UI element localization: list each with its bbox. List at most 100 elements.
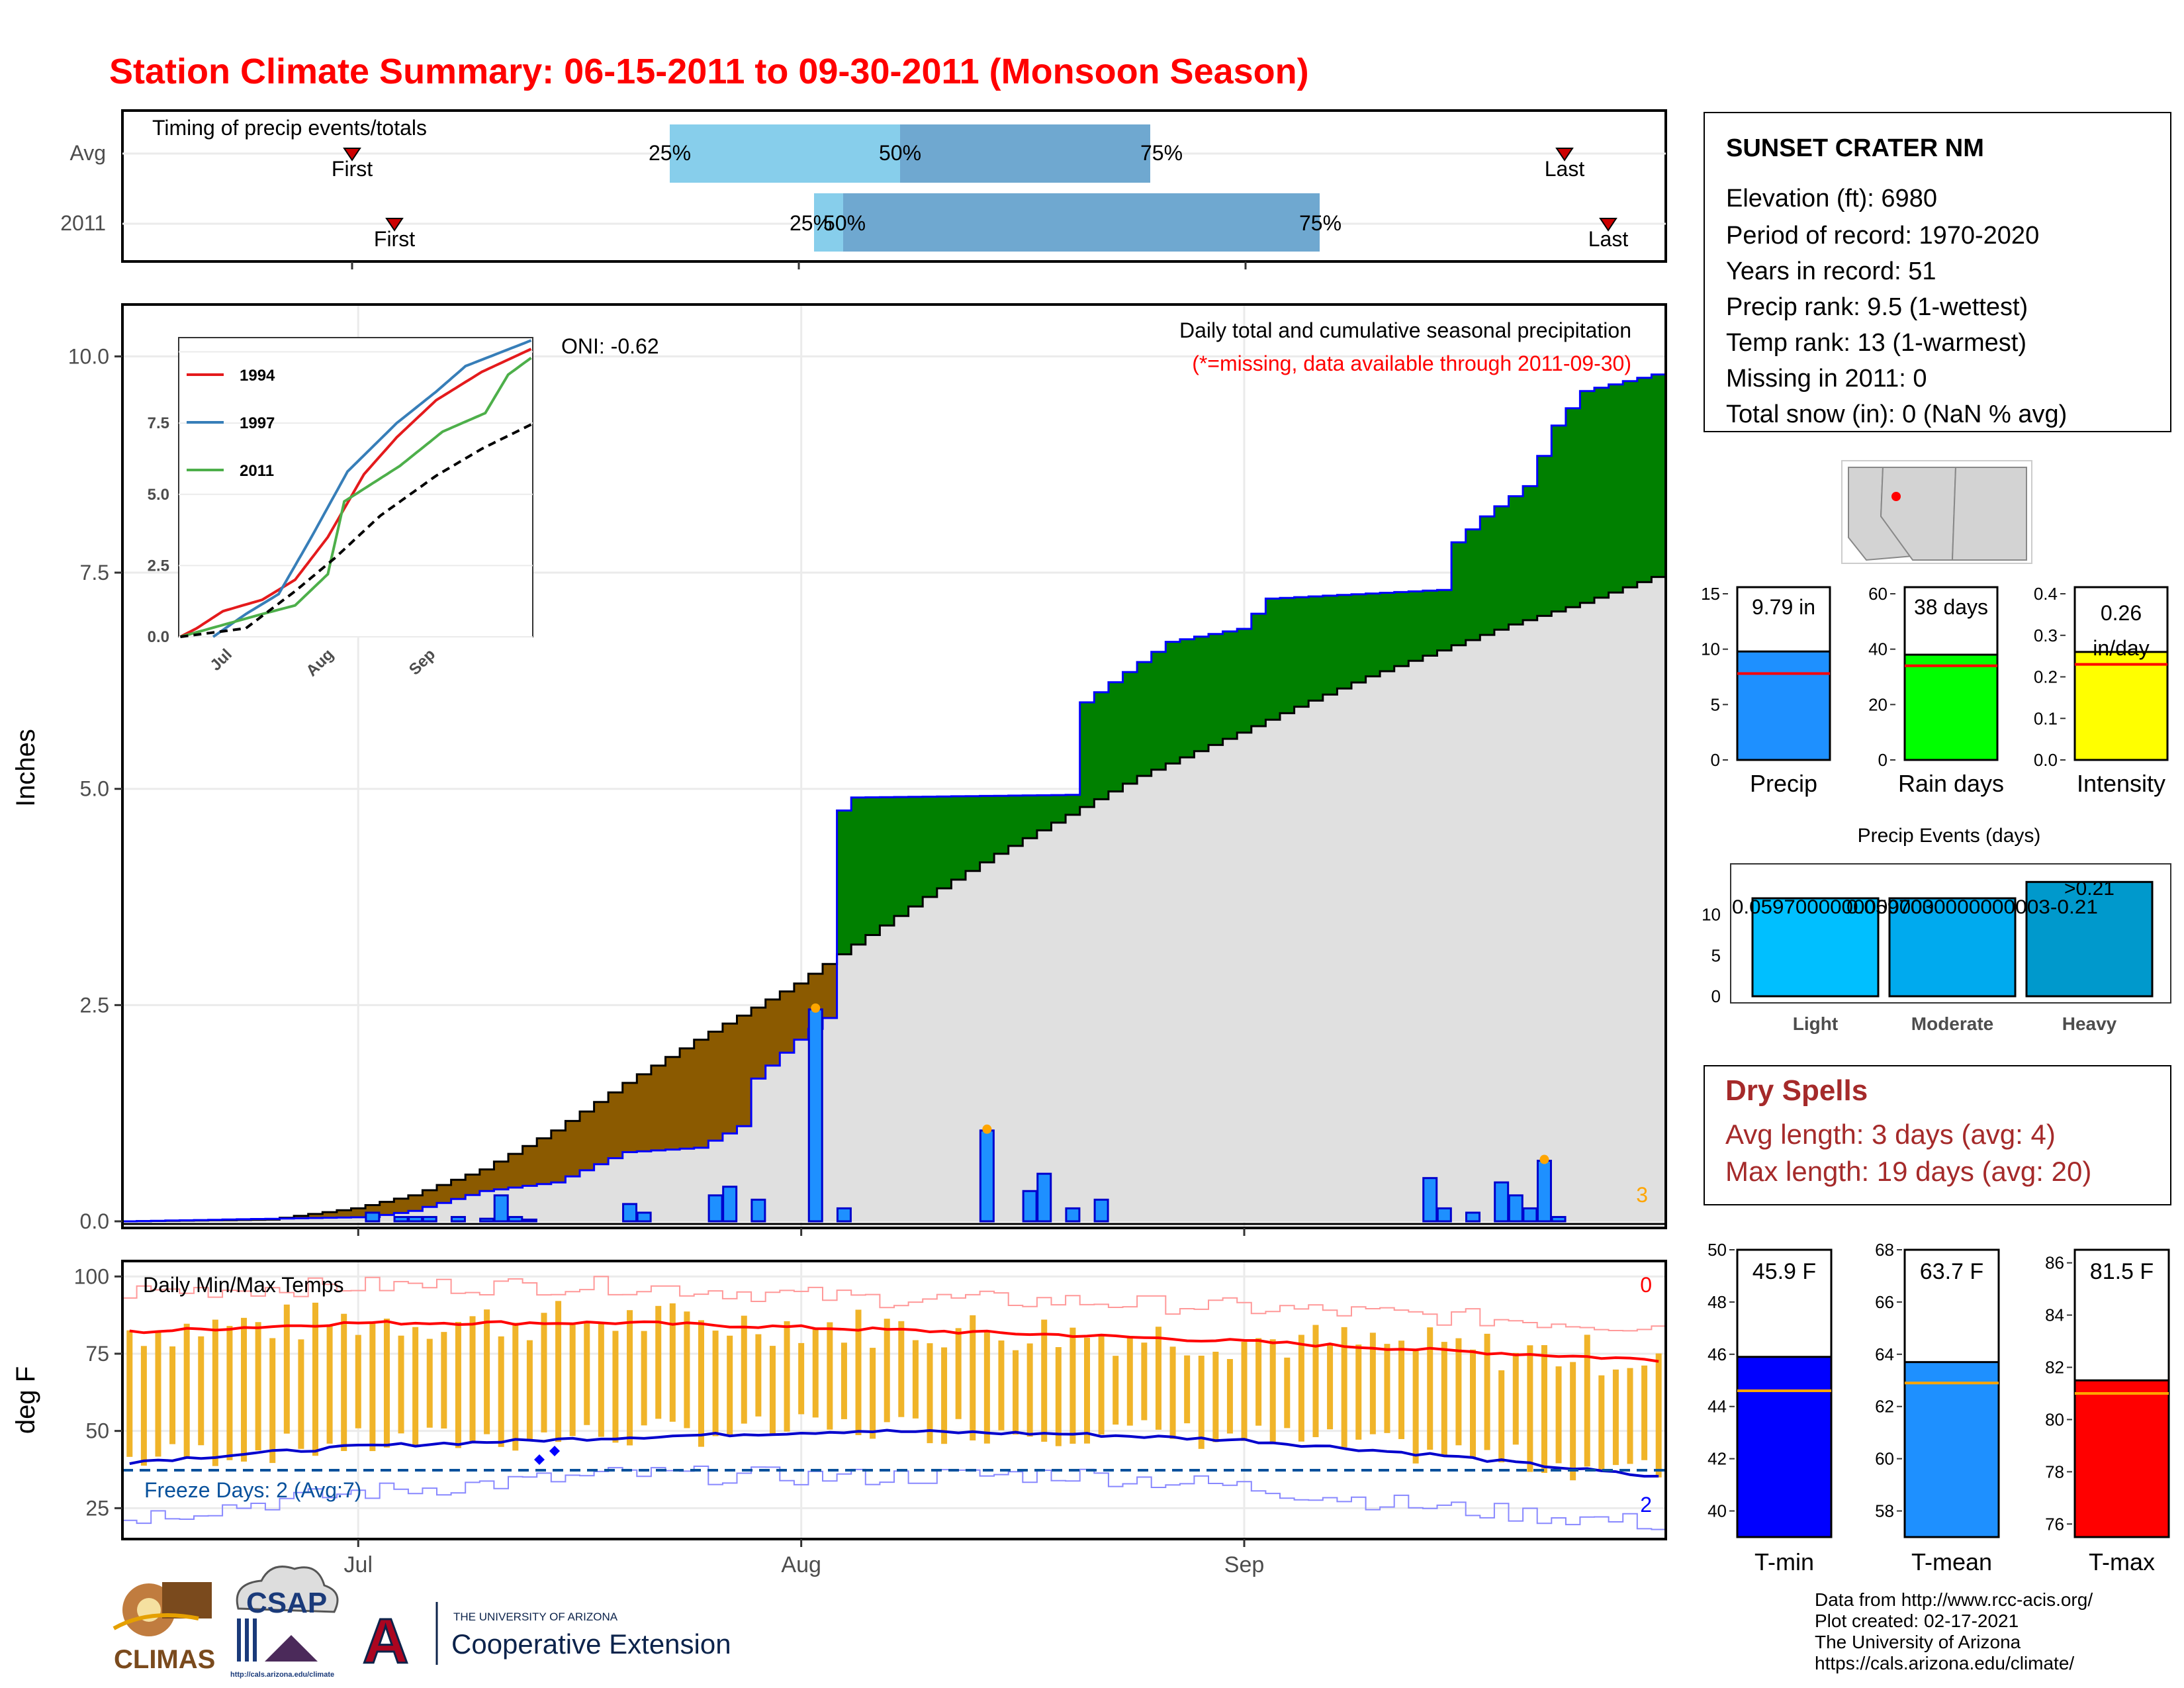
daily-precip-bar xyxy=(722,1186,738,1223)
summary-tick-label: 5 xyxy=(1711,694,1720,714)
summary-tick-label: 0.4 xyxy=(2034,584,2058,604)
max-day-marker xyxy=(811,1003,821,1013)
summary-tick-label: 15 xyxy=(1701,584,1720,604)
daily-temp-range-bar xyxy=(1126,1337,1133,1426)
legend-1997: 1997 xyxy=(240,414,275,432)
credit-line: https://cals.arizona.edu/climate/ xyxy=(1815,1653,2074,1673)
station-missing: Missing in 2011: 0 xyxy=(1726,365,1927,393)
inset-y-tick-label: 5.0 xyxy=(148,486,169,504)
daily-temp-range-bar xyxy=(1527,1345,1533,1472)
summary-tick-label: 0.1 xyxy=(2034,708,2058,728)
daily-temp-range-bar xyxy=(526,1340,533,1440)
avg-50-75-bar xyxy=(900,124,1150,183)
daily-temp-range-bar xyxy=(1198,1355,1205,1449)
daily-temp-range-bar xyxy=(441,1332,447,1429)
summary-bar xyxy=(1903,653,1999,761)
state-shape xyxy=(1880,467,1957,561)
y-tick-label: 75 xyxy=(85,1342,109,1366)
daily-temp-range-bar xyxy=(627,1310,633,1446)
daily-temp-range-bar xyxy=(1384,1344,1390,1433)
summary-bar xyxy=(1736,650,1831,761)
y2011-first-marker xyxy=(385,218,404,232)
station-temp-rank: Temp rank: 13 (1-warmest) xyxy=(1726,329,2026,357)
daily-precip-bar xyxy=(1465,1211,1480,1223)
summary-bar xyxy=(2073,651,2169,761)
temp-panel: 25 50 75 100 Jul Aug Sep deg F Daily Min/Max … xyxy=(11,1260,1667,1577)
daily-temp-range-bar xyxy=(1512,1352,1519,1445)
daily-temp-range-bar xyxy=(369,1323,376,1452)
inset-y-tick-label: 7.5 xyxy=(148,414,169,432)
daily-temp-range-bar xyxy=(126,1330,133,1457)
daily-temp-range-bar xyxy=(1155,1327,1161,1430)
daily-temp-range-bar xyxy=(541,1313,547,1432)
daily-precip-bar xyxy=(422,1215,437,1223)
summary-tick-label: 0 xyxy=(1711,750,1720,770)
daily-temp-range-bar xyxy=(1212,1352,1219,1442)
avg-p25-label: 25% xyxy=(649,141,691,165)
y2011-p75-label: 75% xyxy=(1299,211,1342,235)
daily-temp-range-bar xyxy=(1598,1375,1605,1472)
daily-precip-bar xyxy=(622,1203,638,1223)
station-period: Period of record: 1970-2020 xyxy=(1726,222,2039,250)
temp-series-line xyxy=(129,1429,1659,1478)
daily-precip-bar xyxy=(1494,1181,1510,1223)
daily-temp-range-bar xyxy=(741,1315,747,1424)
x-tick-label: Aug xyxy=(781,1552,821,1577)
temp-summary-bar xyxy=(1736,1356,1833,1538)
station-elevation: Elevation (ft): 6980 xyxy=(1726,185,1937,212)
temp-summary-tick-label: 58 xyxy=(1875,1501,1894,1521)
daily-temp-range-bar xyxy=(884,1319,890,1423)
daily-precip-bar xyxy=(365,1211,381,1223)
y2011-25-50-bar xyxy=(814,193,843,252)
station-precip-rank: Precip rank: 9.5 (1-wettest) xyxy=(1726,293,2028,321)
daily-precip-bar xyxy=(1508,1194,1524,1223)
daily-temp-range-bar xyxy=(298,1339,304,1449)
y-tick-label: 5.0 xyxy=(80,777,109,801)
summary-label: Precip xyxy=(1750,770,1817,797)
csap-text: CSAP xyxy=(246,1587,327,1619)
avg-p50-label: 50% xyxy=(879,141,921,165)
summary-tick-label: 40 xyxy=(1868,639,1888,659)
summary-tick-label: 60 xyxy=(1868,584,1888,604)
temp-summary-tick-label: 82 xyxy=(2045,1358,2064,1378)
dry-spells-box: Dry Spells Avg length: 3 days (avg: 4) M… xyxy=(1704,1065,2171,1205)
precip-events-chart: Precip Events (days) 0 5 10 Light Moderate He… xyxy=(1702,825,2171,1034)
temp-summary-tick-label: 86 xyxy=(2045,1253,2064,1273)
y-tick-label: 50 xyxy=(85,1419,109,1443)
daily-precip-bar xyxy=(1036,1172,1052,1223)
temp-summary-tick-label: 48 xyxy=(1707,1292,1727,1312)
daily-temp-range-bar xyxy=(1441,1342,1447,1456)
daily-temp-range-bar xyxy=(812,1327,819,1418)
daily-temp-range-bar xyxy=(641,1331,647,1426)
temp-summary-tick-label: 60 xyxy=(1875,1449,1894,1469)
y2011-p50-label: 50% xyxy=(823,211,866,235)
y-tick-label: 2.5 xyxy=(80,993,109,1017)
temp-summary-tick-label: 80 xyxy=(2045,1409,2064,1429)
temp-panel-frame xyxy=(121,1260,1667,1540)
daily-temp-range-bar xyxy=(512,1323,519,1451)
daily-temp-range-bar xyxy=(1169,1346,1176,1439)
station-box-frame xyxy=(1704,112,2171,432)
temp-series-line xyxy=(122,1276,1666,1332)
daily-precip-bar xyxy=(493,1194,509,1223)
inset-chart: 0.02.55.07.5 Jul Aug Sep 1994 1997 2011 xyxy=(148,337,533,680)
daily-temp-range-bar xyxy=(455,1321,461,1448)
inset-series-line xyxy=(212,339,532,638)
csap-url: http://cals.arizona.edu/climate xyxy=(230,1671,334,1679)
daily-temp-range-bar xyxy=(355,1335,361,1429)
daily-temp-range-bar xyxy=(798,1342,805,1415)
oni-label: ONI: -0.62 xyxy=(561,334,659,358)
daily-precip-bar xyxy=(1536,1160,1552,1223)
daily-temp-range-bar xyxy=(226,1326,233,1460)
temp-summary-bar xyxy=(2073,1379,2170,1538)
temp-summary-tick-label: 40 xyxy=(1707,1501,1727,1521)
temp-summary-value: 81.5 F xyxy=(2090,1259,2154,1284)
daily-precip-bar xyxy=(1436,1207,1452,1223)
daily-temp-range-bar xyxy=(927,1343,933,1444)
event-range-label: >0.21 xyxy=(2064,878,2115,900)
daily-temp-range-bar xyxy=(312,1302,318,1456)
dry-spells-frame xyxy=(1704,1065,2171,1205)
daily-precip-bar xyxy=(1422,1177,1438,1223)
max-day-marker xyxy=(982,1124,992,1134)
